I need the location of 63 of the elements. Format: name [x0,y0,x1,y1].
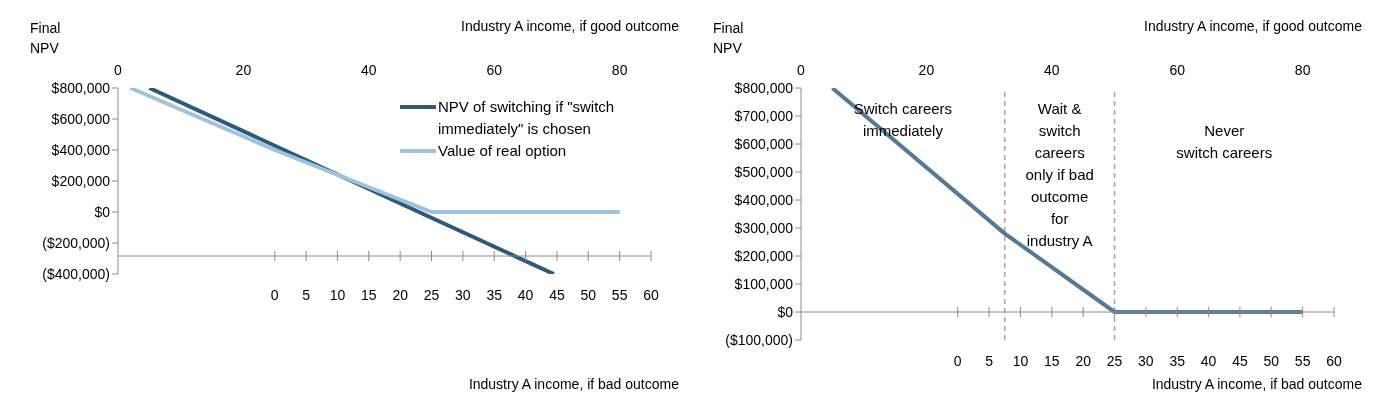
x-tick-label: 40 [517,287,534,303]
x2-tick-label: 40 [1044,62,1060,78]
y-tick-label: $200,000 [734,247,794,264]
x-tick-label: 20 [1075,353,1092,369]
x2-tick-label: 60 [486,62,503,78]
x-tick-label: 50 [1263,353,1280,369]
x2-tick-label: 20 [918,62,935,78]
y-tick-label: $300,000 [734,219,794,236]
x2-tick-label: 40 [361,62,377,78]
x-tick-label: 5 [302,287,311,303]
x-tick-label: 10 [1012,353,1029,369]
x-tick-label: 60 [1326,353,1342,369]
y-tick-label: $600,000 [734,135,794,152]
x2-tick-label: 80 [1294,62,1311,78]
y-axis-title: Final NPV [713,19,744,58]
x-tick-label: 50 [580,287,597,303]
x-tick-label: 30 [1138,353,1154,369]
x-tick-label: 55 [1294,353,1311,369]
x-tick-label: 15 [361,287,377,303]
x-tick-label: 5 [985,353,994,369]
y-tick-label: $500,000 [734,163,794,180]
x-axis-title: Industry A income, if bad outcome [1151,376,1362,392]
y-tick-label: $100,000 [734,275,794,292]
x-tick-label: 35 [486,287,503,303]
x2-tick-label: 80 [611,62,628,78]
y-tick-label: ($200,000) [42,234,110,251]
x-tick-label: 20 [392,287,409,303]
y-tick-label: ($400,000) [42,265,110,282]
y-tick-label: $0 [94,203,111,220]
y-axis-title: Final NPV [30,19,61,58]
y-tick-label: $800,000 [51,79,111,96]
y-tick-label: $400,000 [51,141,111,158]
x-tick-label: 10 [329,287,346,303]
x-tick-label: 45 [549,287,565,303]
legend-label: Value of real option [438,141,567,161]
y-tick-label: $200,000 [51,172,111,189]
x-axis-title: Industry A income, if bad outcome [468,376,679,392]
x-tick-label: 30 [455,287,471,303]
x2-tick-label: 20 [235,62,252,78]
y-tick-label: $700,000 [734,107,794,124]
x2-tick-label: 0 [114,62,122,78]
x2-axis-title: Industry A income, if good outcome [1144,18,1362,34]
x-tick-label: 15 [1044,353,1060,369]
x-tick-label: 25 [423,287,440,303]
x2-tick-label: 0 [797,62,805,78]
y-tick-label: $600,000 [51,110,111,127]
x-tick-label: 0 [270,287,279,303]
x-tick-label: 25 [1106,353,1123,369]
y-tick-label: $0 [777,303,794,320]
x2-tick-label: 60 [1169,62,1186,78]
x-tick-label: 40 [1200,353,1217,369]
x-tick-label: 35 [1169,353,1186,369]
annotation: Never switch careers [1176,121,1273,163]
annotation: Wait & switch careers only if bad outcome for industry A [1025,99,1094,251]
x-tick-label: 60 [643,287,659,303]
x-tick-label: 45 [1232,353,1248,369]
x-tick-label: 55 [611,287,628,303]
y-tick-label: ($100,000) [725,331,793,348]
x2-axis-title: Industry A income, if good outcome [461,18,679,34]
y-tick-label: $400,000 [734,191,794,208]
legend-label: NPV of switching if "switch immediately" is chosen [438,97,616,139]
x-tick-label: 0 [953,353,962,369]
y-tick-label: $800,000 [734,79,794,96]
